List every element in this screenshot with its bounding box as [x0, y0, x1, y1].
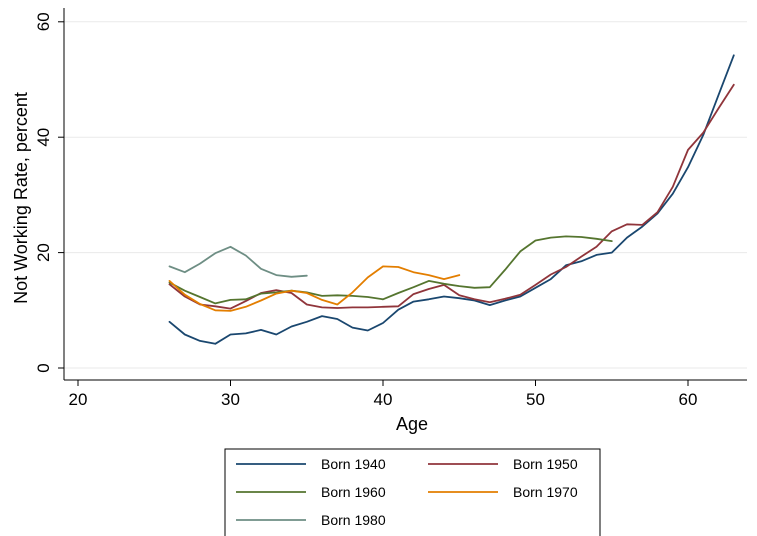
- legend-label-born-1940: Born 1940: [321, 456, 386, 472]
- x-tick-label: 40: [374, 390, 393, 409]
- y-tick-label: 40: [34, 128, 53, 147]
- x-tick-label: 20: [69, 390, 88, 409]
- y-tick-label: 0: [34, 363, 53, 372]
- x-tick-label: 50: [526, 390, 545, 409]
- y-tick-label: 20: [34, 243, 53, 262]
- legend-label-born-1960: Born 1960: [321, 484, 386, 500]
- legend-label-born-1980: Born 1980: [321, 512, 386, 528]
- x-axis-title: Age: [396, 414, 428, 434]
- series-line-born-1980: [168, 245, 308, 278]
- y-tick-label: 60: [34, 12, 53, 31]
- series-line-born-1970: [168, 265, 461, 312]
- legend-label-born-1970: Born 1970: [513, 484, 578, 500]
- x-tick-label: 60: [679, 390, 698, 409]
- axes: 0 20 40 60 20 30 40 50 60: [34, 8, 747, 409]
- series-line-born-1960: [168, 235, 613, 305]
- legend-label-born-1950: Born 1950: [513, 456, 578, 472]
- y-axis-title: Not Working Rate, percent: [11, 92, 31, 304]
- series-lines: [168, 54, 735, 345]
- gridlines: [64, 21, 747, 369]
- series-line-born-1940: [168, 54, 735, 345]
- legend-entries: Born 1940 Born 1950 Born 1960 Born 1970 Born…: [236, 456, 578, 528]
- x-tick-label: 30: [221, 390, 240, 409]
- legend: Born 1940 Born 1950 Born 1960 Born 1970 Born…: [224, 448, 601, 536]
